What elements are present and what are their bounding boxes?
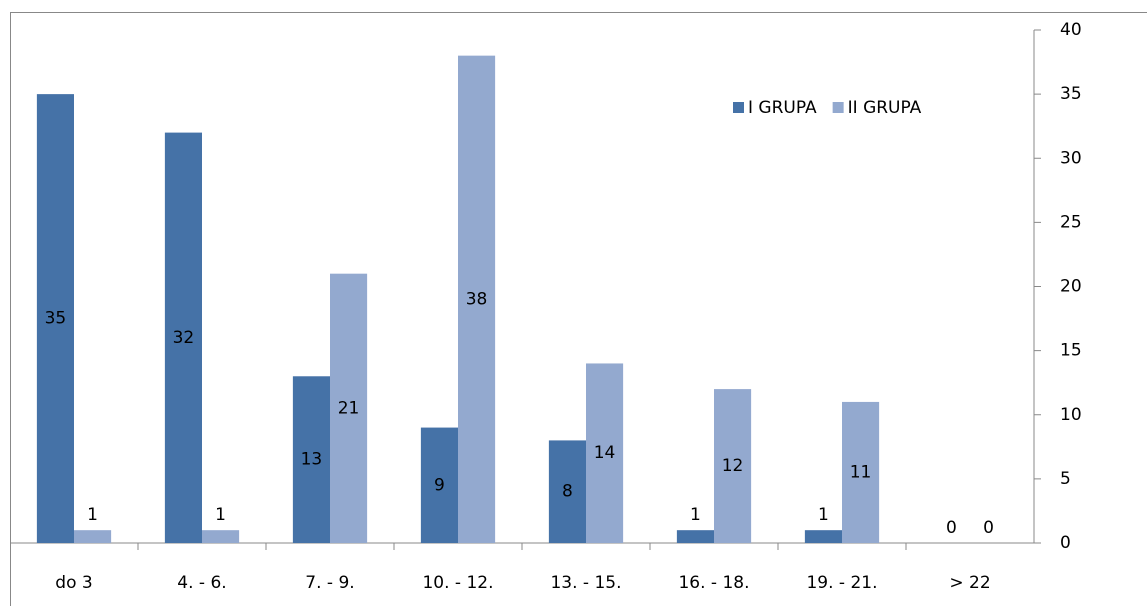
- y-tick-label: 5: [1060, 469, 1071, 489]
- y-tick-label: 40: [1060, 20, 1082, 40]
- data-label: 35: [45, 309, 67, 329]
- bar: [74, 530, 111, 543]
- data-label: 8: [562, 482, 573, 502]
- bar: [202, 530, 239, 543]
- x-tick-label: 13. - 15.: [550, 573, 621, 593]
- legend-swatch: [733, 102, 744, 113]
- x-tick-label: 4. - 6.: [177, 573, 226, 593]
- data-label: 1: [87, 505, 98, 525]
- data-label: 38: [466, 289, 488, 309]
- data-label: 14: [594, 443, 616, 463]
- x-tick-label: 19. - 21.: [806, 573, 877, 593]
- y-tick-label: 35: [1060, 84, 1082, 104]
- y-tick-label: 15: [1060, 341, 1082, 361]
- data-label: 13: [301, 450, 323, 470]
- data-label: 11: [850, 462, 872, 482]
- x-tick-label: 16. - 18.: [678, 573, 749, 593]
- data-label: 12: [722, 456, 744, 476]
- data-label: 1: [818, 505, 829, 525]
- y-tick-label: 10: [1060, 405, 1082, 425]
- data-label: 32: [173, 328, 195, 348]
- bar: [805, 530, 842, 543]
- data-label: 0: [983, 518, 994, 538]
- data-label: 9: [434, 475, 445, 495]
- y-tick-label: 0: [1060, 533, 1071, 553]
- legend-swatch: [833, 102, 844, 113]
- y-tick-label: 25: [1060, 212, 1082, 232]
- y-tick-label: 30: [1060, 148, 1082, 168]
- x-tick-label: 10. - 12.: [422, 573, 493, 593]
- data-label: 1: [215, 505, 226, 525]
- legend-label: II GRUPA: [848, 98, 922, 118]
- x-tick-label: do 3: [55, 573, 92, 593]
- y-tick-label: 20: [1060, 277, 1082, 297]
- x-tick-label: 7. - 9.: [305, 573, 354, 593]
- x-tick-label: > 22: [949, 573, 990, 593]
- data-label: 1: [690, 505, 701, 525]
- legend-label: I GRUPA: [748, 98, 817, 118]
- bar: [677, 530, 714, 543]
- data-label: 0: [946, 518, 957, 538]
- data-label: 21: [338, 398, 360, 418]
